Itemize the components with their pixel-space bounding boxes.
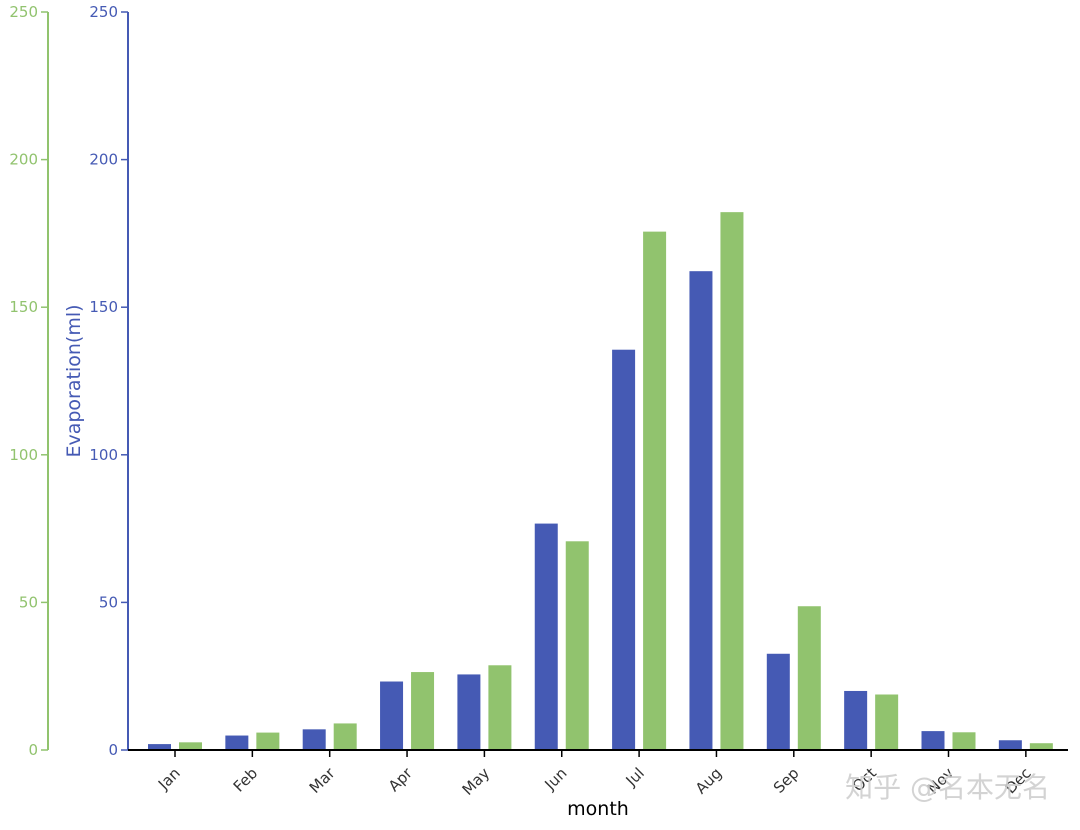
bars [148,212,1053,751]
bar-series2-aug [720,212,744,750]
bar-series2-oct [875,694,899,750]
secondary-y-axis-tick-label: 150 [9,298,38,316]
bar-series1-nov [921,731,945,750]
secondary-y-axis: 0 50 100 150 200 250 [9,3,49,759]
primary-y-axis-tick-label: 200 [89,151,118,169]
primary-y-axis-tick-label: 0 [108,741,118,759]
bar-series1-sep [766,653,790,750]
bar-series2-nov [952,732,976,750]
bar-series2-sep [797,606,821,750]
x-tick-label-apr: Apr [385,764,417,796]
bar-series1-oct [844,690,868,750]
bar-series1-dec [998,740,1022,750]
bar-series1-may [457,674,481,750]
secondary-y-axis-tick-label: 0 [28,741,38,759]
secondary-y-axis-tick-label: 250 [9,3,38,21]
bar-series1-jun [534,523,558,750]
bar-series2-mar [333,723,357,750]
primary-y-axis-tick-label: 150 [89,298,118,316]
bar-series2-jan [179,742,202,750]
primary-y-axis: 0 50 100 150 200 250 [89,3,129,759]
x-tick-label-sep: Sep [770,764,803,797]
primary-y-axis-tick-label: 250 [89,3,118,21]
bar-series1-jan [148,744,171,750]
x-tick-label-jul: Jul [622,764,648,790]
bar-series2-dec [1029,743,1053,750]
bar-series1-jul [612,349,636,750]
primary-y-axis-tick-label: 100 [89,446,118,464]
secondary-y-axis-tick-label: 50 [19,593,38,611]
x-tick-label-jan: Jan [154,764,184,794]
x-tick-label-jun: Jun [541,764,571,794]
x-tick-label-mar: Mar [306,764,339,797]
x-axis-title: month [567,798,629,820]
secondary-y-axis-tick-label: 200 [9,151,38,169]
watermark-text: 知乎 @名本无名 [845,771,1050,804]
bar-series1-mar [302,729,326,750]
bar-series2-apr [411,672,435,750]
x-tick-label-aug: Aug [692,764,725,797]
bar-series2-may [488,665,512,750]
y-axis-title: Evaporation(ml) [63,304,85,457]
x-tick-label-feb: Feb [230,764,262,796]
x-tick-label-may: May [459,764,494,799]
secondary-y-axis-tick-label: 100 [9,446,38,464]
bar-series2-feb [256,732,280,750]
bar-series1-apr [380,681,404,750]
bar-series1-aug [689,271,713,750]
bar-series2-jun [565,541,589,750]
primary-y-axis-tick-label: 50 [99,593,118,611]
bar-series2-jul [643,231,667,751]
bar-series1-feb [225,735,249,750]
